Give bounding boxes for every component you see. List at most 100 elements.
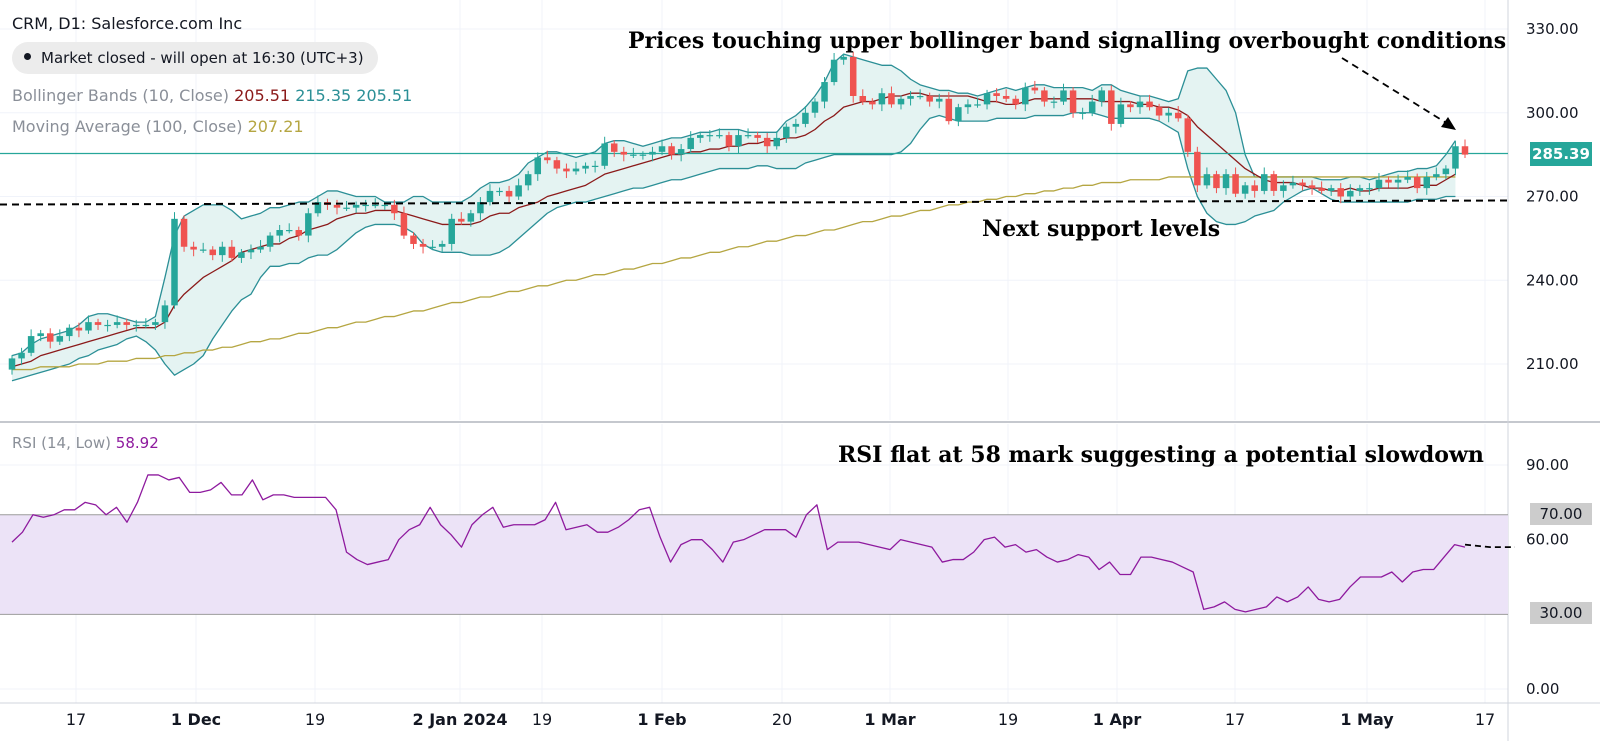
candle-body (916, 96, 924, 98)
price-axis-label: 210.00 (1526, 355, 1579, 373)
price-axis-label: 270.00 (1526, 188, 1579, 206)
candle-body (1069, 90, 1077, 113)
rsi-level-30-label: 30.00 (1530, 602, 1592, 624)
candle-body (1280, 185, 1287, 191)
market-status-text: Market closed - will open at 16:30 (UTC+… (41, 49, 364, 67)
annotation-arrow-head (1441, 117, 1456, 130)
candle-body (1394, 179, 1402, 183)
candle-body (1098, 90, 1105, 102)
candle-body (1270, 174, 1278, 191)
candle-body (907, 96, 914, 99)
candle-body (716, 135, 723, 137)
candle-body (257, 246, 264, 250)
candle-body (1308, 185, 1316, 189)
candle-body (792, 123, 800, 127)
time-axis-label: 1 May (1340, 710, 1394, 729)
candle-body (830, 59, 838, 83)
candle-body (94, 322, 102, 325)
bollinger-legend[interactable]: Bollinger Bands (10, Close) 205.51 215.3… (12, 86, 412, 105)
candle-body (658, 146, 666, 152)
ma-value: 207.21 (247, 117, 304, 136)
candle-body (926, 96, 933, 102)
candle-body (1146, 101, 1153, 108)
candle-body (66, 327, 73, 337)
candle-body (1241, 185, 1249, 194)
candle-body (563, 168, 570, 172)
candle-body (1385, 179, 1392, 183)
time-axis-label: 19 (532, 710, 552, 729)
candle-body (486, 190, 494, 203)
candle-body (1050, 101, 1058, 103)
candle-body (1461, 146, 1469, 155)
candle-body (515, 185, 522, 197)
candle-body (1031, 87, 1039, 91)
candle-body (677, 149, 685, 155)
candle-body (773, 137, 780, 147)
candle-body (687, 137, 694, 150)
candle-body (955, 107, 962, 122)
candle-body (190, 246, 197, 250)
candle-body (400, 213, 408, 236)
rsi-legend[interactable]: RSI (14, Low) 58.92 (12, 434, 159, 452)
candle-body (878, 93, 886, 105)
candle-body (1318, 188, 1325, 191)
candle-body (1117, 104, 1125, 124)
candle-body (161, 305, 169, 323)
candle-body (572, 168, 580, 172)
candle-body (410, 235, 417, 244)
candle-body (744, 135, 752, 137)
candle-body (18, 352, 25, 359)
candle-body (505, 190, 513, 197)
time-axis-label: 17 (1225, 710, 1245, 729)
candle-body (697, 135, 704, 138)
candle-body (802, 112, 809, 124)
candle-body (1165, 112, 1172, 116)
candle-body (1261, 174, 1268, 191)
candle-body (429, 246, 436, 248)
candle-body (783, 126, 790, 138)
candle-body (1194, 151, 1201, 186)
candle-body (964, 104, 972, 108)
candle-body (1041, 90, 1048, 102)
candle-body (1060, 90, 1067, 102)
candle-body (1022, 87, 1029, 105)
ma-legend[interactable]: Moving Average (100, Close) 207.21 (12, 117, 304, 136)
candle-body (544, 157, 551, 161)
support-annotation: Next support levels (982, 216, 1221, 242)
candle-body (1442, 168, 1450, 175)
time-axis-label: 1 Dec (171, 710, 221, 729)
candle-body (314, 202, 322, 214)
candle-body (840, 56, 847, 60)
candle-body (438, 243, 446, 247)
candle-body (1251, 185, 1258, 191)
time-axis-label: 17 (66, 710, 86, 729)
candle-body (1375, 179, 1383, 189)
candle-body (1079, 112, 1086, 114)
candle-body (56, 336, 64, 342)
rsi-axis-label: 0.00 (1526, 680, 1559, 698)
candle-body (649, 151, 656, 155)
candle-body (123, 322, 130, 325)
candle-body (247, 249, 255, 253)
candle-body (209, 249, 216, 256)
candle-body (630, 154, 637, 156)
candle-body (620, 151, 628, 155)
candle-body (639, 154, 647, 156)
candle-body (305, 213, 312, 236)
candle-body (983, 93, 991, 105)
candle-body (1433, 174, 1440, 177)
candle-body (1289, 182, 1297, 186)
candle-body (610, 143, 618, 152)
rsi-line (11, 474, 1466, 613)
price-axis-label: 240.00 (1526, 271, 1579, 289)
candle-body (266, 235, 274, 247)
candle-body (591, 165, 599, 167)
candle-body (821, 82, 828, 102)
candle-body (1174, 112, 1182, 119)
price-axis-label: 330.00 (1526, 20, 1579, 38)
candle-body (46, 333, 54, 342)
candle-body (1347, 190, 1354, 197)
candle-body (37, 333, 44, 337)
price-axis-label: 300.00 (1526, 104, 1579, 122)
